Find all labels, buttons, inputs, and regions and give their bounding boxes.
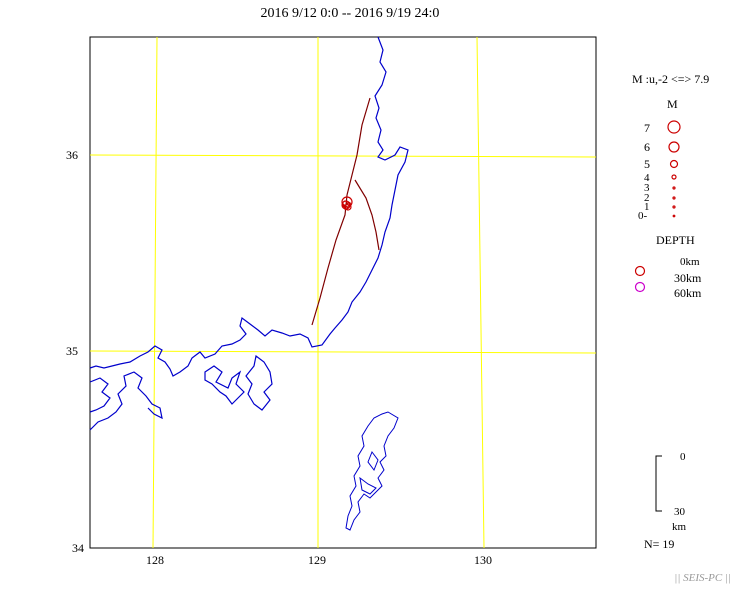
mag-symbol-4 xyxy=(671,174,677,180)
mag-label-0: 0- xyxy=(638,210,648,222)
depth-label-30: 30km xyxy=(674,271,702,285)
fault-line-south xyxy=(311,194,348,326)
fault-line-north xyxy=(346,97,371,196)
y-tick-36: 36 xyxy=(66,148,78,162)
map-title: 2016 9/12 0:0 -- 2016 9/19 24:0 xyxy=(260,6,440,21)
x-tick-130: 130 xyxy=(474,553,492,567)
coastline-southwest xyxy=(89,354,273,431)
grid-line-36 xyxy=(89,154,597,158)
scale-bottom-label: 30 xyxy=(674,506,686,518)
mag-symbol-5 xyxy=(669,159,679,169)
x-tick-129: 129 xyxy=(308,553,326,567)
magnitude-heading: M xyxy=(667,97,678,111)
grid-line-35 xyxy=(89,350,597,354)
grid-lines xyxy=(89,36,597,549)
mag-label-3: 3 xyxy=(644,182,650,194)
x-tick-128: 128 xyxy=(146,553,164,567)
mag-label-4: 4 xyxy=(644,172,650,184)
footer-credit: || SEIS-PC || xyxy=(674,572,731,584)
depth-heading: DEPTH xyxy=(656,233,695,247)
coastline-mainland xyxy=(89,36,409,377)
depth-label-0: 0km xyxy=(680,256,700,268)
mag-symbol-6 xyxy=(668,141,680,153)
epicenter-cluster xyxy=(341,196,353,211)
depth-label-60: 60km xyxy=(674,286,702,300)
depth-symbol-60 xyxy=(634,281,646,293)
grid-line-130 xyxy=(476,36,485,549)
scale-unit-label: km xyxy=(672,521,687,533)
scale-top-label: 0 xyxy=(680,451,686,463)
map-frame xyxy=(89,36,597,549)
mag-label-5: 5 xyxy=(644,157,650,171)
fault-lines xyxy=(311,97,380,326)
quake-marker xyxy=(342,204,346,208)
mag-label-2: 2 xyxy=(644,192,650,204)
mag-label-7: 7 xyxy=(644,121,650,135)
quake-marker xyxy=(347,202,351,206)
grid-line-128 xyxy=(152,36,158,549)
mag-label-1: 1 xyxy=(644,201,650,213)
quake-marker xyxy=(344,206,348,210)
mag-symbol-7 xyxy=(667,120,681,134)
mag-symbol-3 xyxy=(672,186,676,190)
mag-symbol-1 xyxy=(672,205,676,209)
mag-label-6: 6 xyxy=(644,140,650,154)
magnitude-legend: M :u,-2 <=> 7.9 M 7 6 5 4 3 2 1 0- xyxy=(632,72,709,222)
depth-scale-bar: 0 30 km xyxy=(655,451,687,533)
depth-symbol-30 xyxy=(634,265,646,277)
magnitude-range-text: M :u,-2 <=> 7.9 xyxy=(632,72,709,86)
event-count: N= 19 xyxy=(644,537,674,551)
fault-line-east xyxy=(354,179,380,251)
y-tick-34: 34 xyxy=(72,541,84,555)
y-tick-35: 35 xyxy=(66,344,78,358)
mag-symbol-0 xyxy=(672,214,676,218)
island-outline xyxy=(345,411,399,531)
mag-symbol-2 xyxy=(672,196,676,200)
depth-legend: DEPTH 0km 30km 60km xyxy=(634,233,702,300)
